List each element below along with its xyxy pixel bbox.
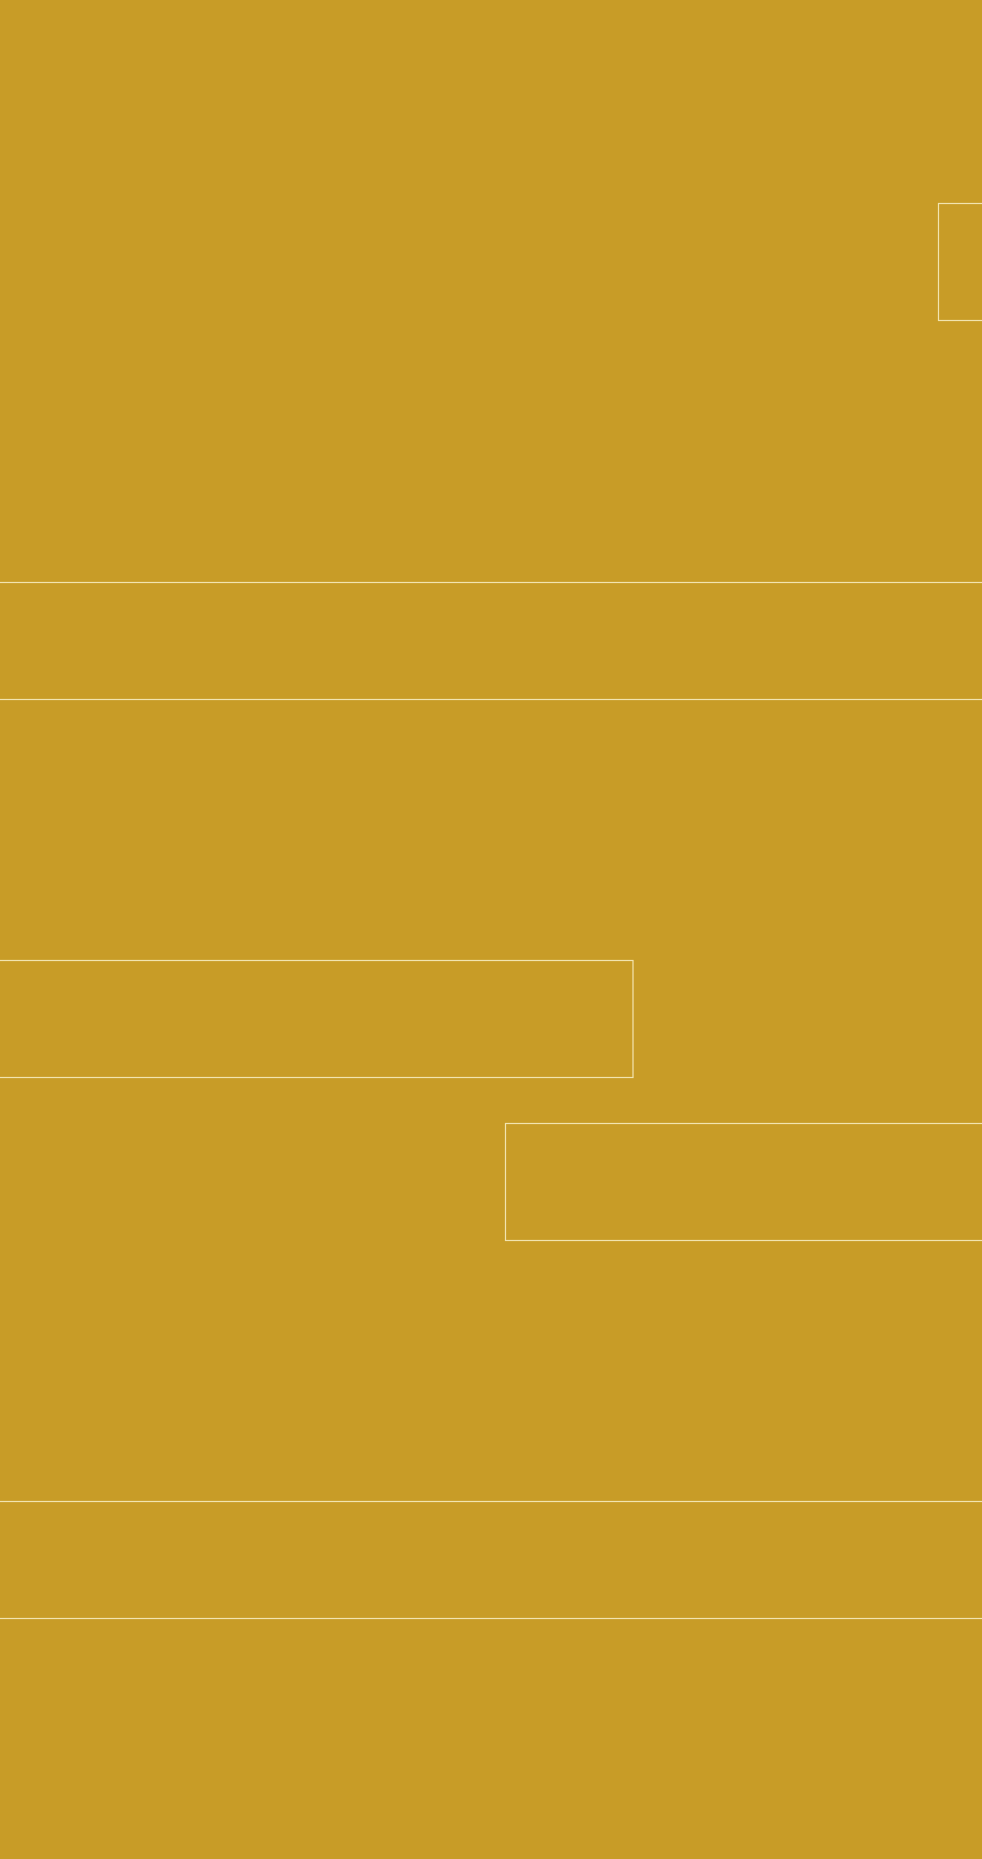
- element-outline[interactable]: [0, 1500, 982, 1620]
- element-outline[interactable]: [504, 1122, 982, 1242]
- element-outline[interactable]: [937, 202, 982, 322]
- element-outline[interactable]: [0, 959, 634, 1079]
- element-outline[interactable]: [0, 581, 982, 701]
